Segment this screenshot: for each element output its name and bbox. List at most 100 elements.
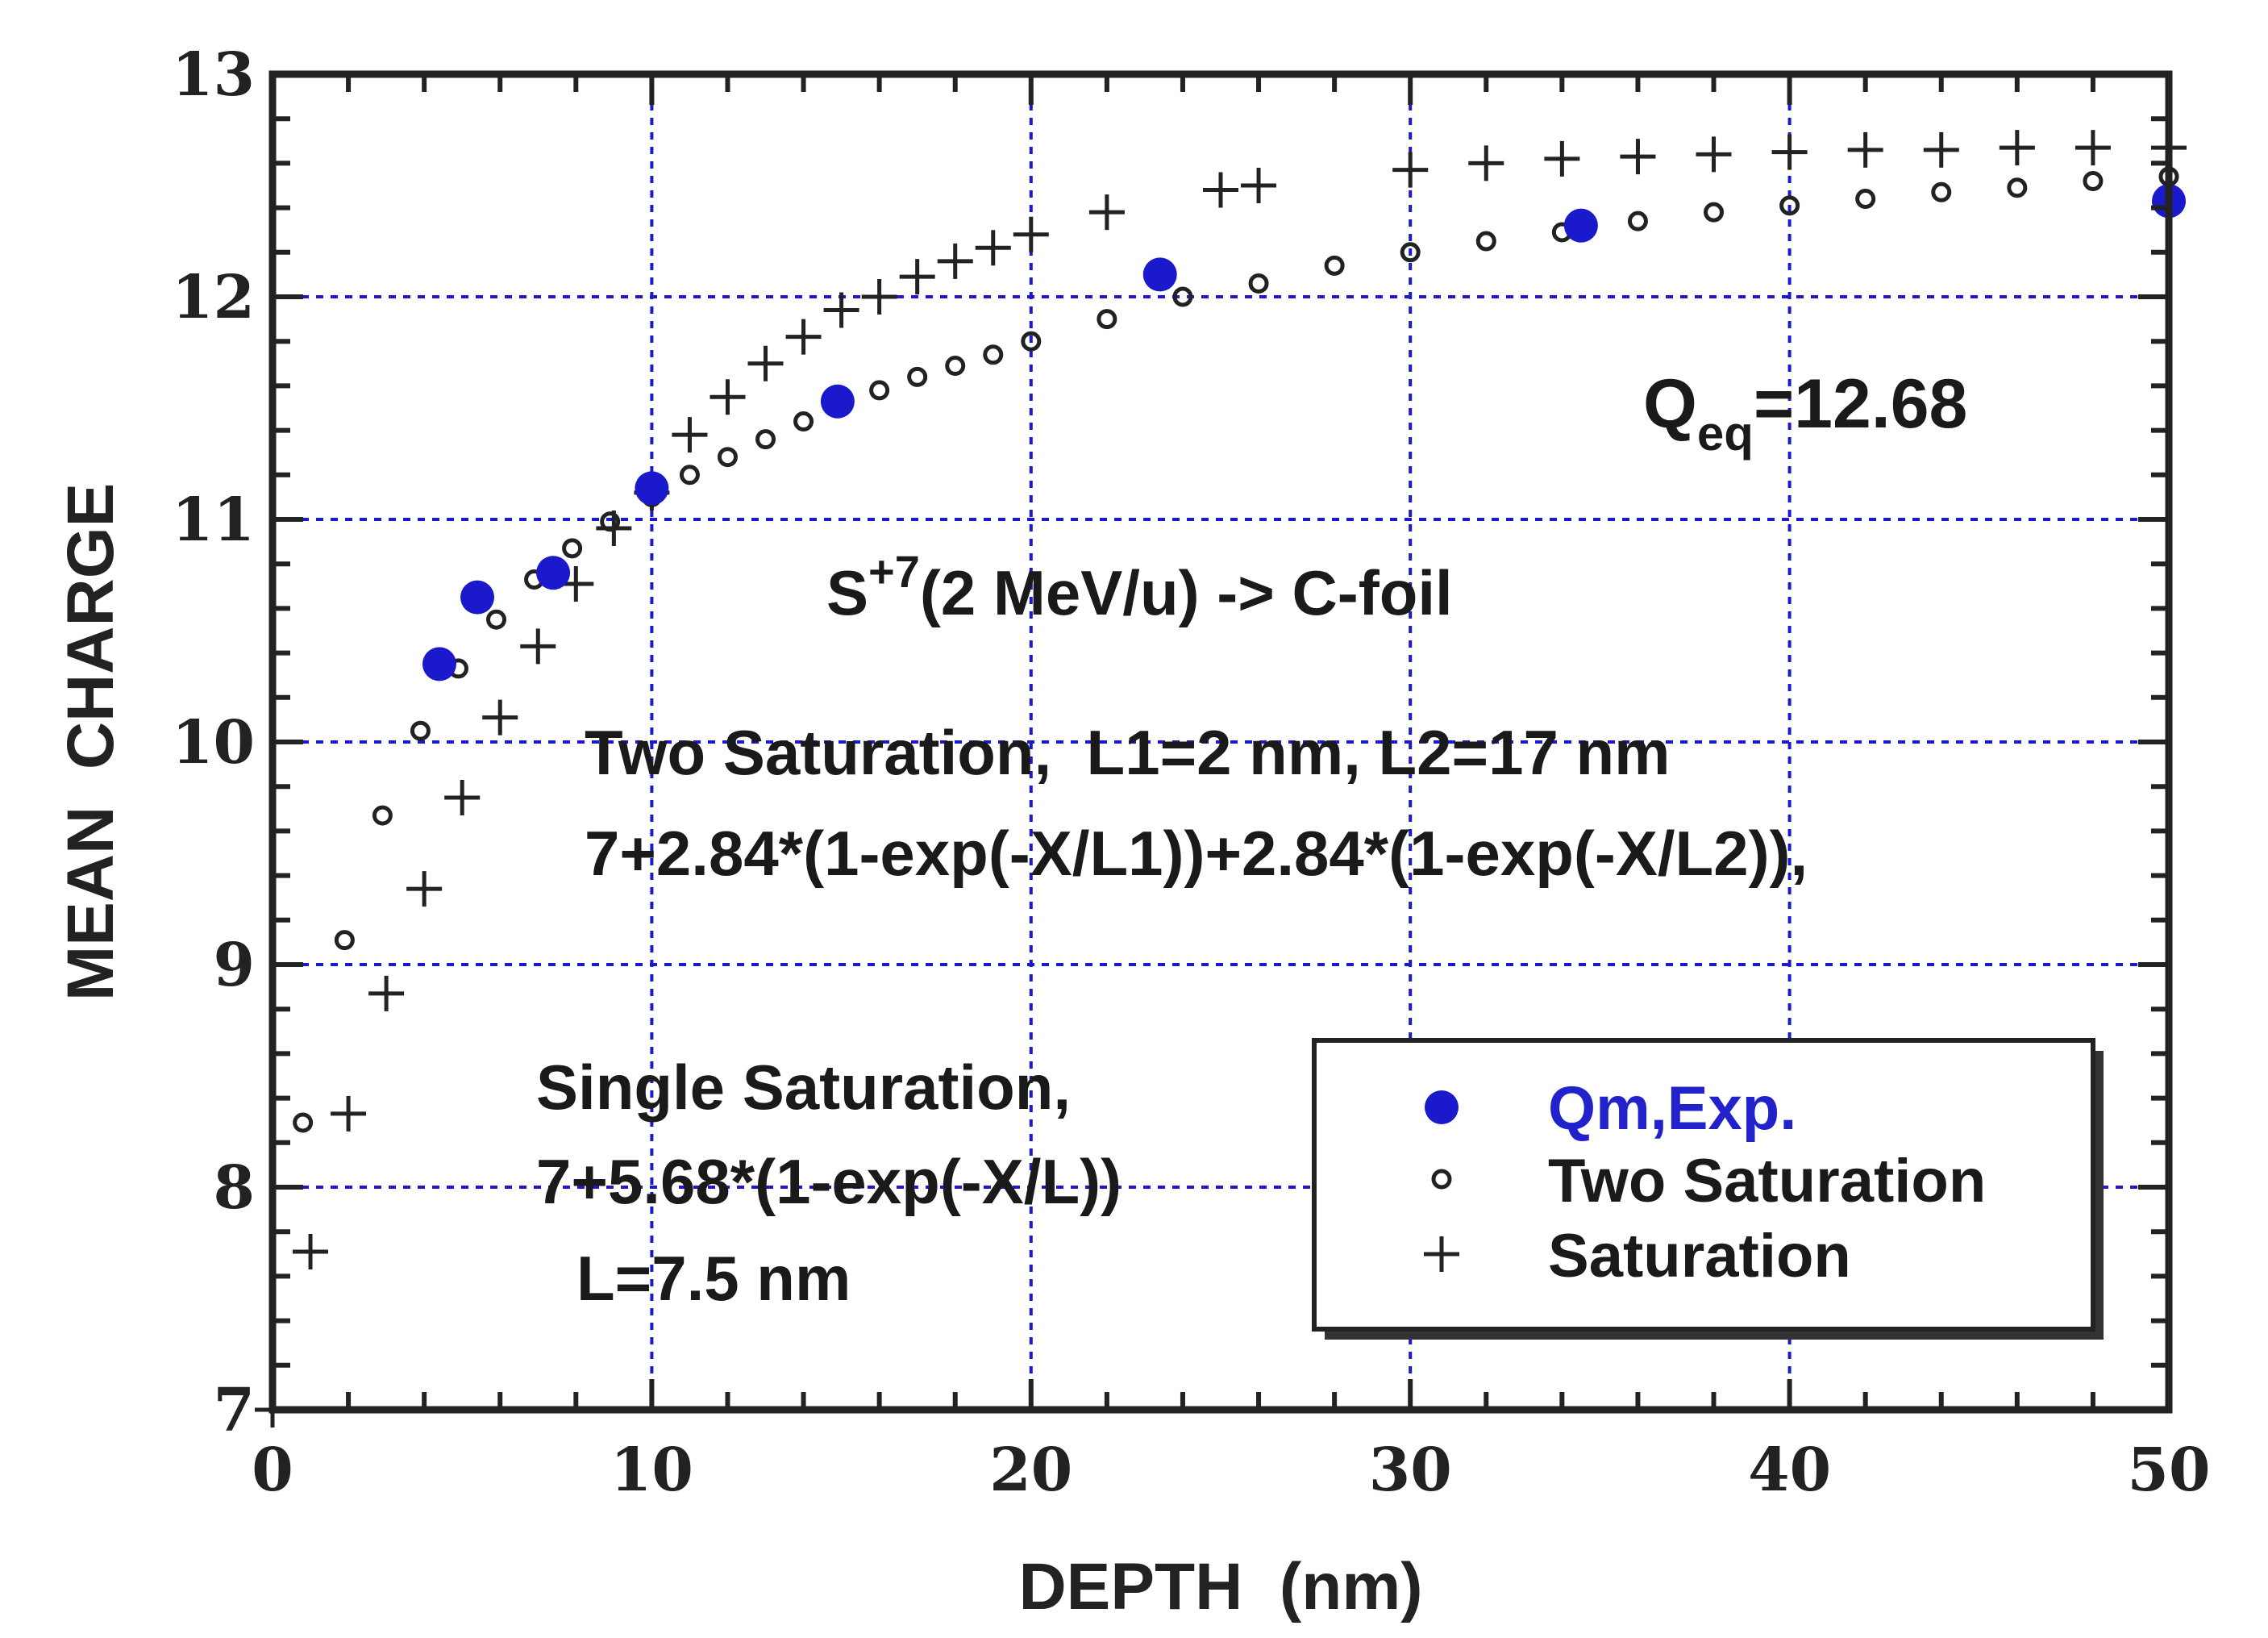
y-tick-label: 9 <box>214 931 256 1000</box>
point-saturation <box>1771 134 1808 170</box>
point-saturation <box>1392 152 1429 188</box>
point-saturation <box>1696 136 1732 173</box>
point-two-saturation <box>1324 255 1345 276</box>
x-tick-label: 10 <box>610 1436 693 1505</box>
point-saturation <box>2074 130 2111 166</box>
point-saturation <box>861 279 897 315</box>
y-tick-label: 8 <box>214 1153 256 1223</box>
point-two-saturation <box>293 1112 314 1133</box>
point-saturation <box>482 699 518 736</box>
point-saturation <box>1088 194 1125 231</box>
qeq-base: Q <box>1643 365 1697 443</box>
point-qm-exp <box>1142 257 1177 292</box>
point-saturation <box>596 511 632 547</box>
annotation-single-saturation-title: Single Saturation, <box>536 1052 1071 1123</box>
legend-marker-exp <box>1425 1090 1459 1124</box>
point-saturation <box>747 345 784 381</box>
point-two-saturation <box>410 720 431 741</box>
beam-rest: (2 MeV/u) -> C-foil <box>920 557 1453 628</box>
point-two-saturation <box>486 609 507 630</box>
x-axis-label: DEPTH (nm) <box>1018 1550 1422 1623</box>
point-two-saturation <box>334 930 355 951</box>
x-tick-label: 20 <box>989 1436 1072 1505</box>
point-saturation <box>899 259 935 295</box>
point-saturation <box>293 1234 329 1270</box>
point-saturation <box>823 292 859 328</box>
point-two-saturation <box>1779 195 1800 216</box>
point-saturation <box>937 243 973 279</box>
point-two-saturation <box>945 356 966 377</box>
point-two-saturation <box>793 411 814 432</box>
legend-label-two-saturation: Two Saturation <box>1548 1147 1986 1215</box>
beam-superscript: +7 <box>868 546 920 597</box>
point-two-saturation <box>1475 231 1496 252</box>
point-two-saturation <box>679 465 700 486</box>
annotation-single-saturation-formula: 7+5.68*(1-exp(-X/L)) <box>536 1146 1122 1217</box>
point-two-saturation <box>1627 210 1648 231</box>
point-saturation <box>1544 140 1580 177</box>
annotation-qeq: Qeq=12.68 <box>1643 365 1967 461</box>
point-qm-exp <box>820 384 855 419</box>
point-two-saturation <box>1172 286 1193 307</box>
point-two-saturation <box>869 380 890 401</box>
y-tick-label: 11 <box>172 486 255 555</box>
x-tick-label: 40 <box>1748 1436 1831 1505</box>
qeq-subscript: eq <box>1697 406 1754 461</box>
point-two-saturation <box>1097 309 1117 330</box>
x-tick-label: 30 <box>1369 1436 1452 1505</box>
legend-label-exp: Qm,Exp. <box>1548 1074 1796 1143</box>
y-axis-label: MEAN CHARGE <box>54 483 127 1001</box>
y-tick-label: 13 <box>172 40 255 110</box>
point-qm-exp <box>635 471 669 506</box>
point-saturation <box>1203 172 1238 208</box>
legend-label-saturation: Saturation <box>1548 1222 1851 1290</box>
point-two-saturation <box>983 344 1004 365</box>
point-qm-exp <box>1563 208 1598 243</box>
point-two-saturation <box>562 538 583 559</box>
annotation-two-saturation-params: Two Saturation, L1=2 nm, L2=17 nm <box>585 717 1671 788</box>
axis-ticks: 0 10 20 30 40 50 7 8 9 10 11 12 13 <box>172 40 2210 1505</box>
point-saturation <box>1013 216 1049 252</box>
point-saturation <box>672 417 708 453</box>
point-two-saturation <box>755 429 776 450</box>
point-two-saturation <box>1248 273 1269 294</box>
point-two-saturation <box>2007 177 2028 198</box>
point-saturation <box>331 1095 367 1132</box>
point-qm-exp <box>536 556 571 590</box>
qeq-value: =12.68 <box>1754 365 1967 443</box>
point-saturation <box>1999 130 2035 166</box>
point-two-saturation <box>372 805 393 826</box>
point-saturation <box>1847 131 1883 168</box>
annotation-single-saturation-length: L=7.5 nm <box>576 1243 851 1314</box>
point-saturation <box>975 230 1011 266</box>
point-qm-exp <box>460 580 495 615</box>
point-two-saturation <box>1400 242 1421 263</box>
point-saturation <box>406 871 443 907</box>
annotation-beam: S+7(2 MeV/u) -> C-foil <box>826 546 1453 628</box>
point-saturation <box>368 975 405 1011</box>
point-two-saturation <box>907 366 928 387</box>
point-two-saturation <box>1704 202 1725 223</box>
beam-base: S <box>826 557 868 628</box>
grid-lines <box>273 74 2169 1410</box>
annotation-two-saturation-formula: 7+2.84*(1-exp(-X/L1))+2.84*(1-exp(-X/L2)… <box>585 818 1808 889</box>
y-tick-label: 7 <box>214 1376 256 1445</box>
point-saturation <box>710 379 746 415</box>
point-saturation <box>1241 168 1277 203</box>
point-saturation <box>1923 131 1959 168</box>
point-two-saturation <box>2083 170 2104 191</box>
point-saturation <box>785 319 822 355</box>
point-saturation <box>444 780 481 815</box>
legend-marker-saturation <box>1424 1236 1459 1272</box>
point-two-saturation <box>1931 181 1952 202</box>
point-two-saturation <box>717 447 738 468</box>
point-two-saturation <box>1855 189 1876 210</box>
point-qm-exp <box>422 647 456 681</box>
y-tick-label: 10 <box>172 708 255 777</box>
point-saturation <box>520 628 556 665</box>
point-saturation <box>1620 139 1656 175</box>
legend: Qm,Exp. Two Saturation Saturation <box>1312 1038 2104 1340</box>
point-saturation <box>1468 145 1504 181</box>
x-tick-label: 0 <box>252 1436 293 1505</box>
